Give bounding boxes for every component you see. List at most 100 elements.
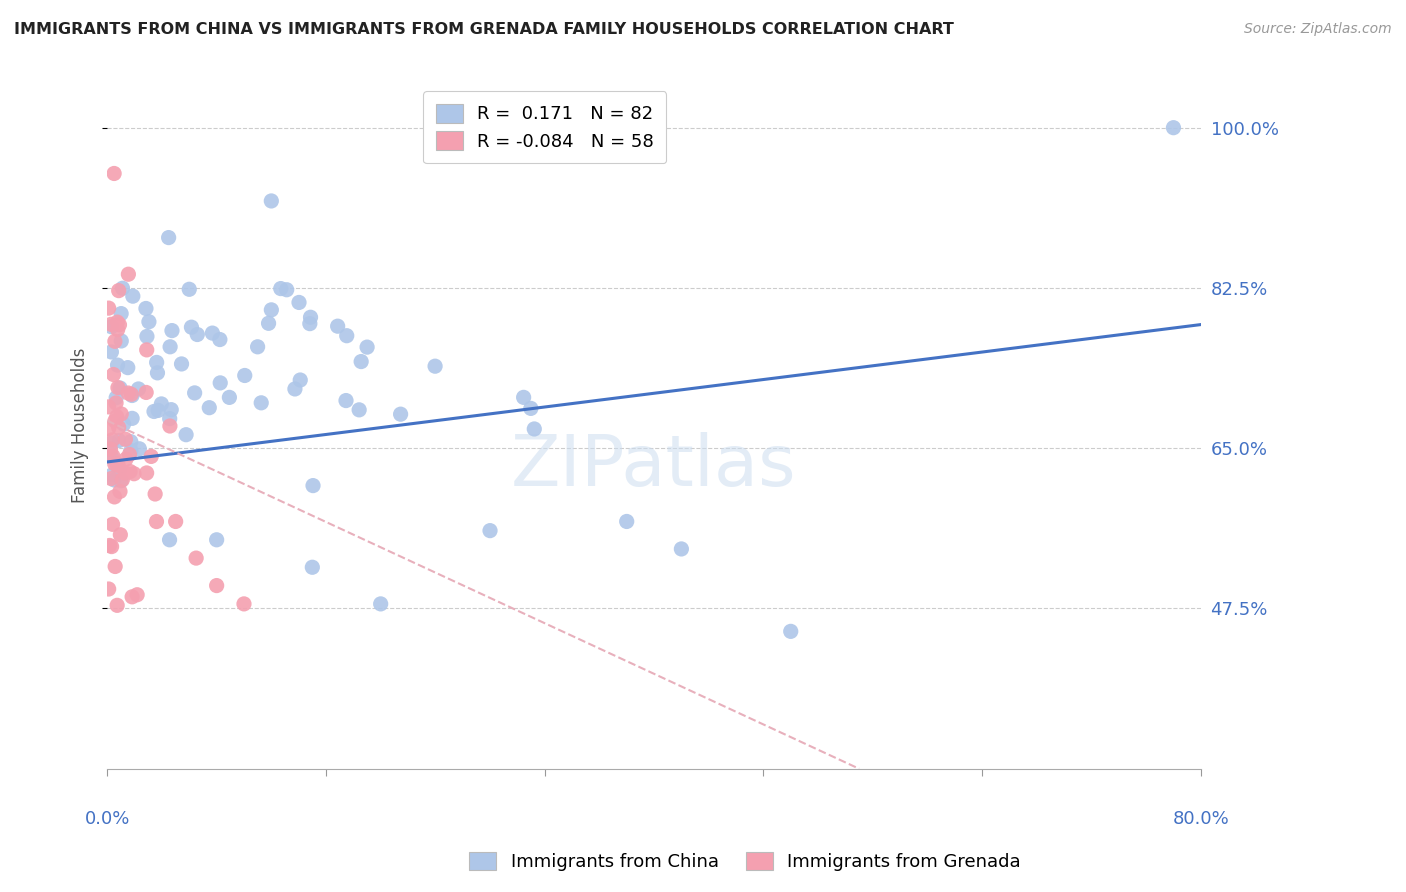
Point (198, 401, 221, 415)
Point (135, 343, 157, 357)
Point (112, 417, 135, 431)
Point (103, 368, 125, 382)
Point (117, 386, 139, 401)
Point (208, 333, 231, 347)
Point (107, 323, 129, 337)
Point (101, 468, 124, 483)
Point (146, 403, 169, 417)
Point (276, 283, 298, 297)
Point (110, 307, 132, 321)
Point (141, 450, 163, 464)
Point (157, 230, 180, 244)
Point (616, 515, 638, 529)
Point (103, 166, 125, 180)
Point (105, 599, 128, 613)
Point (145, 355, 167, 369)
Point (159, 419, 181, 434)
Point (111, 473, 134, 487)
Point (110, 527, 132, 541)
Point (143, 404, 166, 418)
Point (100, 540, 122, 554)
Point (108, 381, 131, 395)
Point (135, 301, 157, 316)
Point (186, 327, 208, 342)
Point (107, 420, 129, 434)
Point (110, 334, 132, 348)
Point (298, 317, 321, 331)
Point (779, 624, 801, 639)
Point (97, 301, 120, 315)
Point (302, 478, 325, 492)
Point (127, 588, 149, 602)
Point (389, 407, 412, 421)
Point (150, 397, 173, 411)
Point (120, 387, 142, 401)
Point (97, 400, 120, 414)
Point (209, 376, 232, 390)
Point (288, 295, 311, 310)
Point (104, 457, 127, 471)
Text: 80.0%: 80.0% (1173, 810, 1229, 828)
Point (347, 402, 370, 417)
Point (120, 465, 142, 479)
Point (105, 391, 128, 405)
Point (107, 458, 129, 473)
Point (335, 393, 357, 408)
Point (98, 539, 121, 553)
Point (218, 390, 240, 404)
Point (115, 452, 138, 467)
Point (135, 466, 157, 480)
Point (350, 354, 373, 368)
Point (170, 357, 193, 371)
Legend: Immigrants from China, Immigrants from Grenada: Immigrants from China, Immigrants from G… (463, 845, 1028, 879)
Point (118, 447, 141, 461)
Point (138, 315, 160, 329)
Point (100, 442, 122, 457)
Point (103, 490, 125, 504)
Point (97, 582, 120, 596)
Point (257, 316, 280, 330)
Point (356, 340, 378, 354)
Point (671, 541, 693, 556)
Point (120, 443, 142, 458)
Point (114, 432, 136, 446)
Point (1163, 120, 1185, 135)
Text: ZIPatlas: ZIPatlas (512, 432, 797, 501)
Point (233, 368, 256, 383)
Point (165, 515, 187, 529)
Point (301, 560, 323, 574)
Point (205, 533, 228, 547)
Point (100, 345, 122, 359)
Point (520, 401, 543, 416)
Point (108, 463, 131, 477)
Point (111, 281, 134, 295)
Point (479, 524, 502, 538)
Text: Source: ZipAtlas.com: Source: ZipAtlas.com (1244, 22, 1392, 37)
Point (136, 329, 159, 343)
Point (114, 466, 136, 480)
Point (120, 434, 142, 449)
Point (121, 388, 143, 402)
Point (101, 433, 124, 447)
Point (326, 319, 349, 334)
Point (260, 302, 283, 317)
Point (121, 411, 143, 425)
Point (108, 484, 131, 499)
Point (103, 473, 125, 487)
Point (104, 334, 127, 349)
Point (135, 385, 157, 400)
Point (105, 396, 128, 410)
Point (186, 551, 208, 566)
Legend: R =  0.171   N = 82, R = -0.084   N = 58: R = 0.171 N = 82, R = -0.084 N = 58 (423, 91, 666, 163)
Y-axis label: Family Households: Family Households (72, 348, 89, 503)
Point (250, 396, 273, 410)
Point (108, 318, 131, 332)
Point (100, 436, 122, 450)
Point (107, 358, 129, 372)
Point (105, 315, 128, 329)
Point (97, 422, 120, 436)
Point (117, 267, 139, 281)
Point (159, 340, 181, 354)
Point (290, 373, 312, 387)
Point (201, 326, 224, 340)
